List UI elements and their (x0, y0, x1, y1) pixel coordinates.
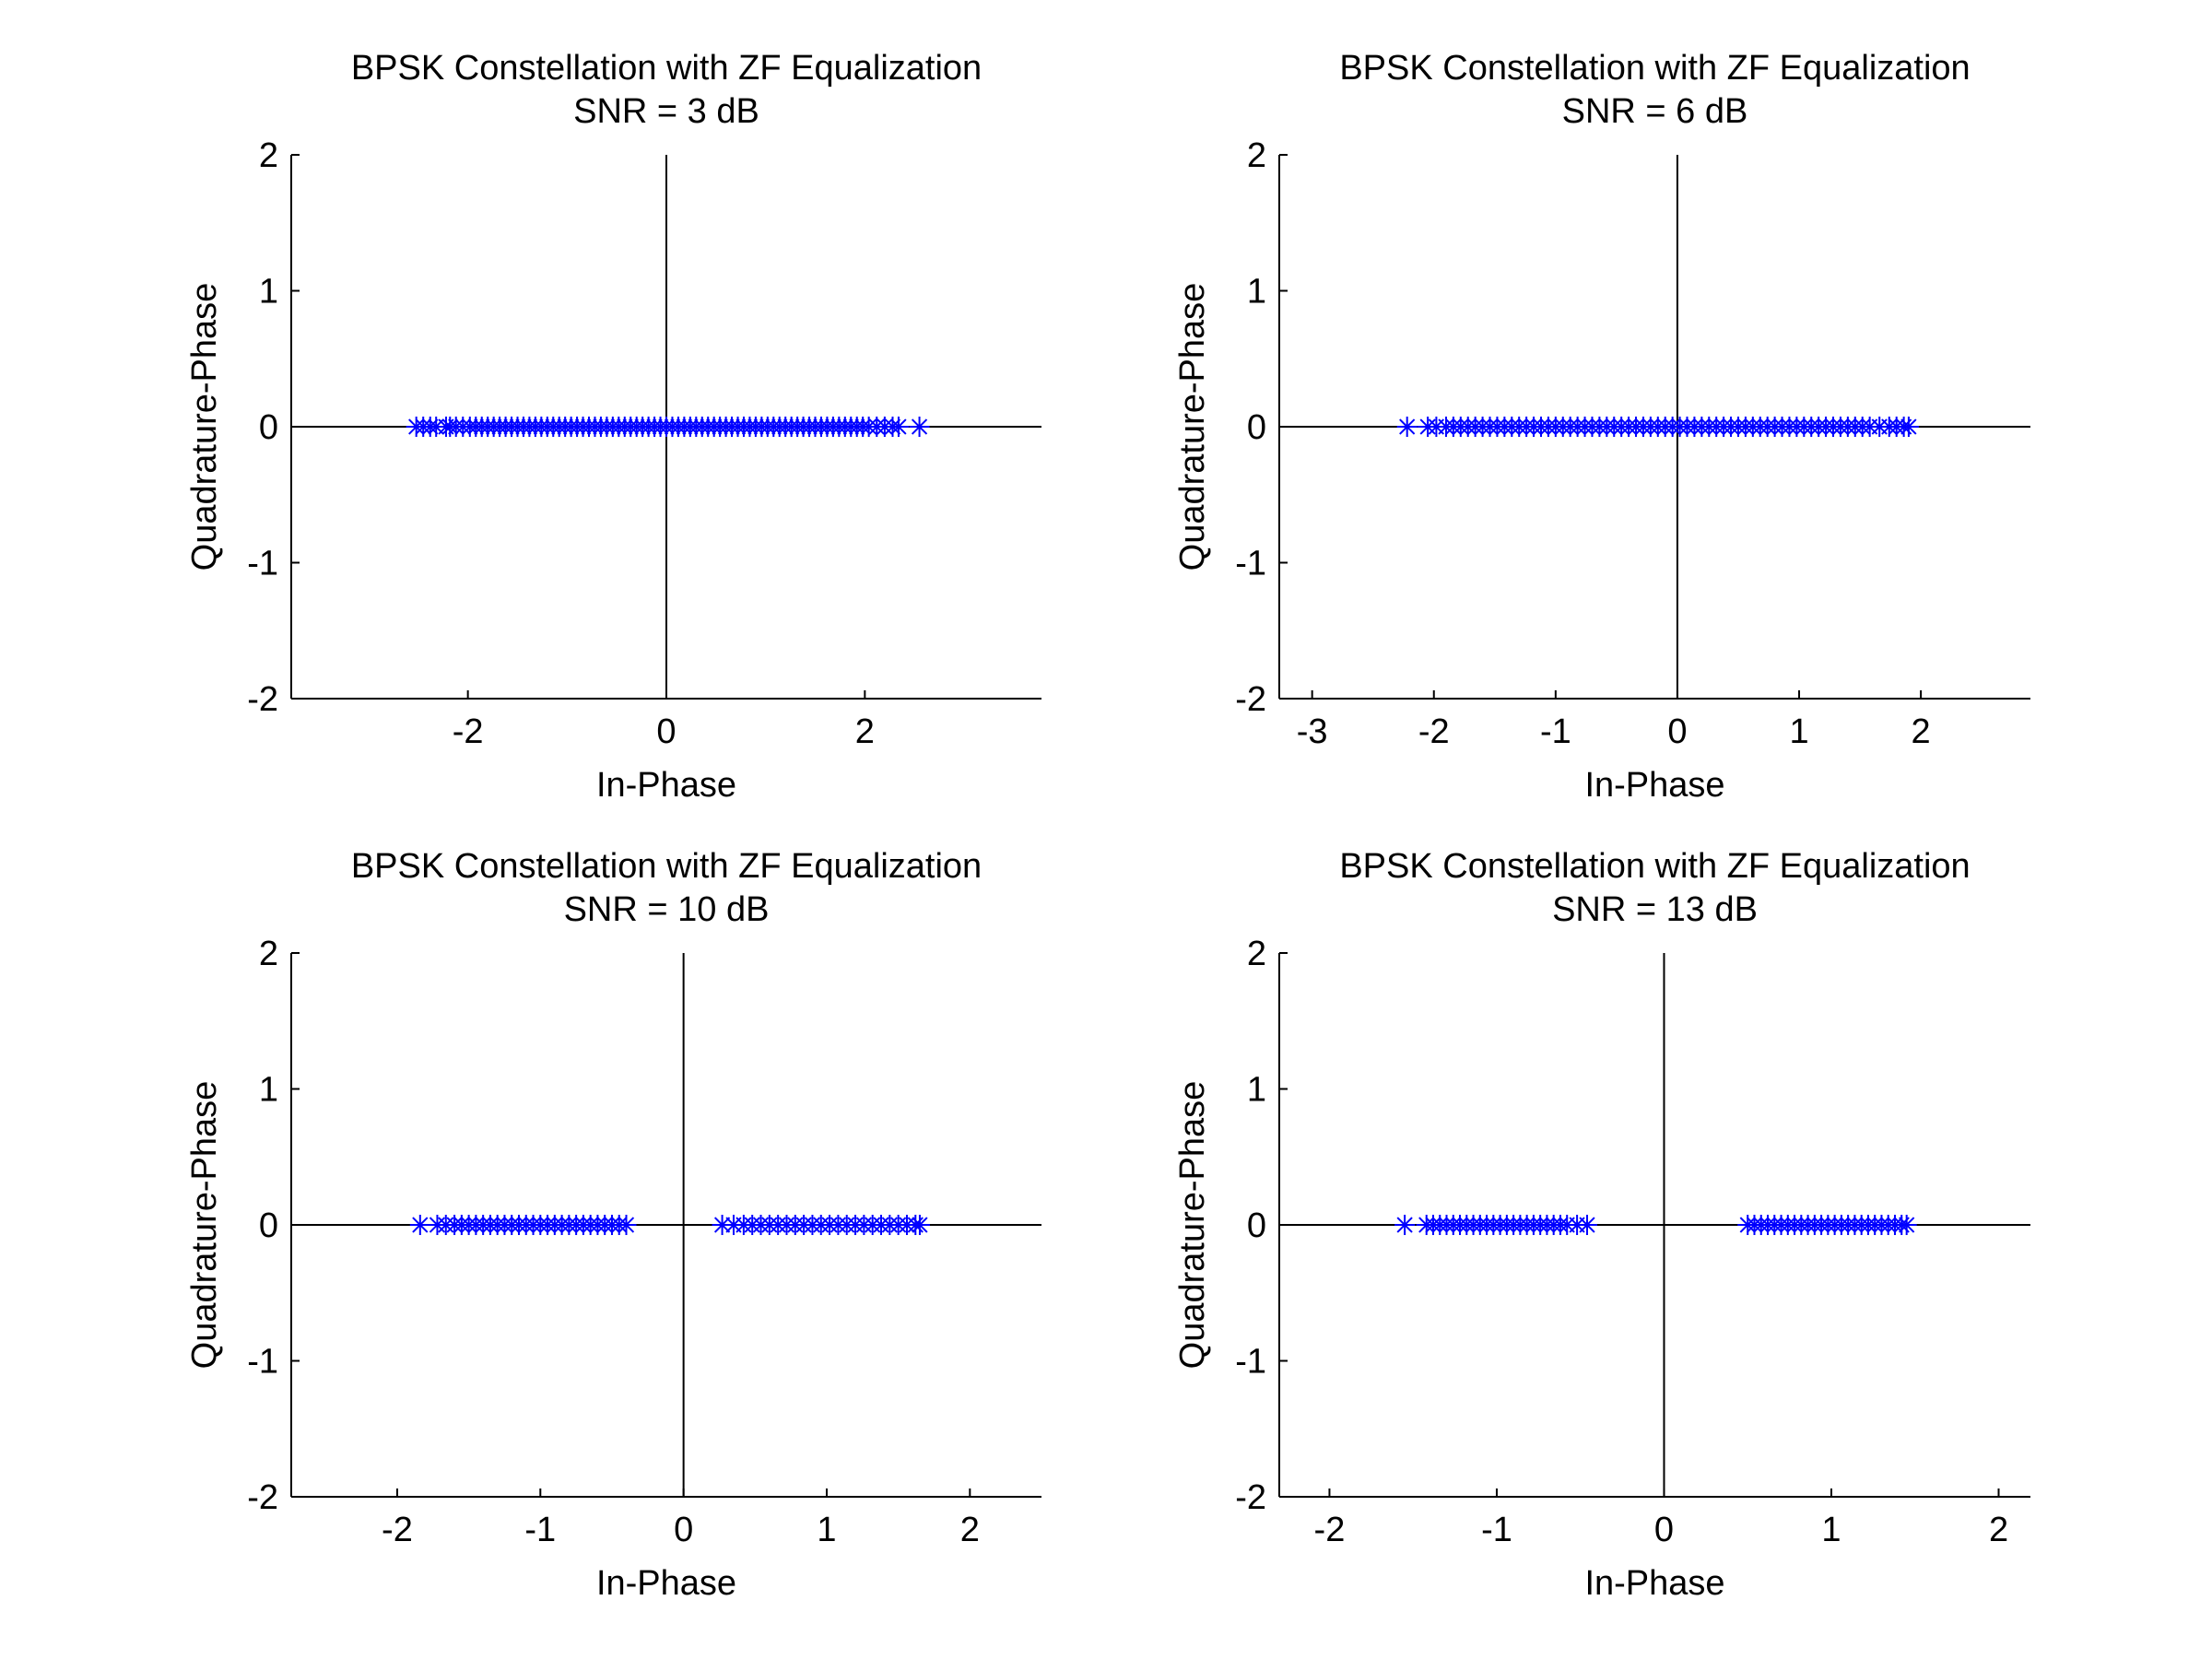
chart-subtitle: SNR = 10 dB (564, 890, 770, 929)
y-tick-label: 1 (259, 273, 278, 312)
x-tick-label: 1 (1821, 1511, 1841, 1549)
x-axis-label: In-Phase (1584, 1564, 1724, 1603)
marker-stroke (1399, 418, 1416, 435)
y-axis-label: Quadrature-Phase (1173, 283, 1212, 571)
x-tick-label: -2 (453, 712, 484, 751)
data-point (409, 1215, 430, 1235)
y-tick-label: -1 (1235, 545, 1266, 583)
data-points (1396, 417, 1919, 437)
data-point (1896, 1215, 1917, 1235)
x-tick-label: 2 (960, 1511, 980, 1549)
x-axis-label: In-Phase (1584, 766, 1724, 805)
y-axis-label: Quadrature-Phase (185, 283, 224, 571)
data-point (616, 1215, 637, 1235)
marker-stroke (912, 1217, 928, 1233)
y-tick-label: -1 (247, 545, 278, 583)
x-axis-label: In-Phase (596, 766, 736, 805)
y-tick-label: 1 (1247, 1071, 1266, 1110)
chart-title: BPSK Constellation with ZF Equalization (351, 49, 982, 88)
marker-stroke (1900, 418, 1917, 435)
x-tick-label: -1 (1540, 712, 1571, 751)
x-tick-label: 1 (817, 1511, 836, 1549)
data-point (1394, 1215, 1416, 1235)
y-tick-label: 2 (1247, 935, 1266, 973)
marker-stroke (618, 1217, 635, 1233)
marker-stroke (1396, 1217, 1413, 1233)
y-tick-label: 0 (1247, 408, 1266, 447)
x-tick-label: 0 (656, 712, 676, 751)
y-tick-label: 0 (259, 1206, 278, 1245)
x-tick-label: -2 (1418, 712, 1450, 751)
x-tick-label: 2 (1989, 1511, 2008, 1549)
marker-stroke (713, 1217, 731, 1233)
data-point (888, 417, 909, 437)
subplot-3: BPSK Constellation with ZF Equalization S… (185, 847, 1041, 1603)
x-tick-label: 1 (1789, 712, 1808, 751)
x-axis-label: In-Phase (596, 1564, 736, 1603)
y-axis-label: Quadrature-Phase (1173, 1081, 1212, 1370)
chart-title: BPSK Constellation with ZF Equalization (351, 847, 982, 886)
data-points (406, 417, 930, 437)
data-point (1898, 417, 1919, 437)
x-tick-label: -2 (382, 1511, 413, 1549)
y-tick-label: 0 (259, 408, 278, 447)
y-tick-label: 0 (1247, 1206, 1266, 1245)
data-point (1396, 417, 1418, 437)
data-points (409, 1215, 930, 1235)
chart-subtitle: SNR = 6 dB (1562, 92, 1748, 131)
subplot-2: BPSK Constellation with ZF Equalization S… (1173, 49, 2030, 805)
marker-stroke (890, 418, 907, 435)
y-axis-label: Quadrature-Phase (185, 1081, 224, 1370)
x-tick-label: -1 (524, 1511, 556, 1549)
chart-title: BPSK Constellation with ZF Equalization (1339, 847, 1970, 886)
y-tick-label: 1 (1247, 273, 1266, 312)
y-tick-label: -2 (1235, 680, 1266, 719)
x-tick-label: 0 (674, 1511, 693, 1549)
y-tick-label: 2 (1247, 136, 1266, 175)
data-points (1394, 1215, 1917, 1235)
x-tick-label: 2 (1912, 712, 1931, 751)
chart-subtitle: SNR = 3 dB (573, 92, 759, 131)
x-tick-label: -2 (1314, 1511, 1346, 1549)
data-point (909, 1215, 930, 1235)
y-tick-label: -2 (247, 1478, 278, 1517)
subplot-1: BPSK Constellation with ZF Equalization S… (185, 49, 1041, 805)
y-tick-label: -2 (1235, 1478, 1266, 1517)
y-tick-label: 2 (259, 935, 278, 973)
y-tick-label: -2 (247, 680, 278, 719)
x-tick-label: -1 (1481, 1511, 1512, 1549)
chart-title: BPSK Constellation with ZF Equalization (1339, 49, 1970, 88)
x-tick-label: 0 (1654, 1511, 1674, 1549)
data-point (909, 417, 930, 437)
y-tick-label: 1 (259, 1071, 278, 1110)
marker-stroke (1579, 1217, 1595, 1233)
subplot-4: BPSK Constellation with ZF Equalization S… (1173, 847, 2030, 1603)
x-tick-label: -3 (1297, 712, 1328, 751)
marker-stroke (1899, 1217, 1915, 1233)
x-tick-label: 0 (1667, 712, 1687, 751)
y-tick-label: 2 (259, 136, 278, 175)
marker-stroke (412, 1217, 429, 1233)
x-tick-label: 2 (855, 712, 875, 751)
marker-stroke (911, 418, 928, 435)
chart-subtitle: SNR = 13 dB (1552, 890, 1758, 929)
y-tick-label: -1 (247, 1343, 278, 1382)
y-tick-label: -1 (1235, 1343, 1266, 1382)
data-point (1576, 1215, 1597, 1235)
